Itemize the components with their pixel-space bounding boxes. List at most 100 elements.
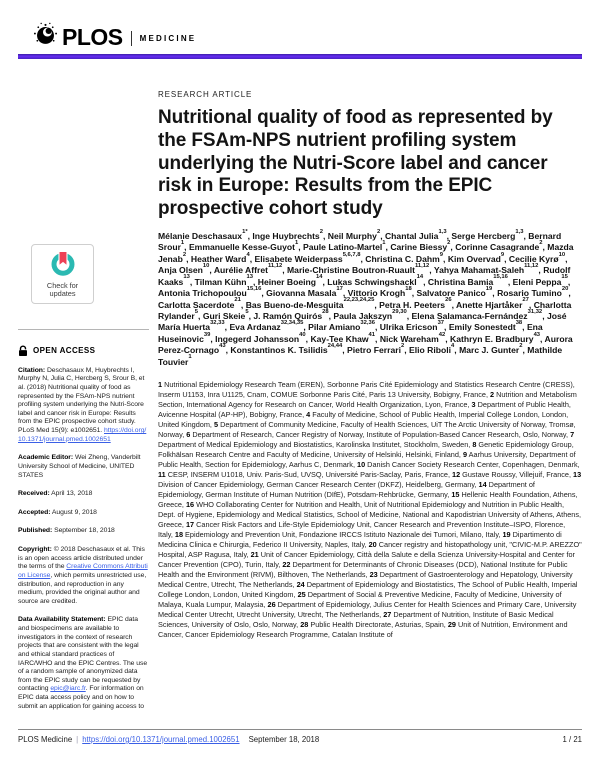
author-name: Emmanuelle Kesse-Guyot1 (188, 240, 299, 253)
academic-editor-block: Academic Editor: Wei Zheng, Vanderbilt U… (18, 454, 149, 480)
epic-email-link[interactable]: epic@iarc.fr (50, 685, 86, 693)
open-lock-icon (19, 345, 27, 356)
received-block: Received: April 13, 2018 (18, 490, 149, 499)
plos-logo-text: PLOS (62, 23, 123, 50)
author-name: Aurora Perez-Cornago43 (158, 333, 573, 356)
author-name: Yahya Mahamat-Saleh11,12 (433, 263, 539, 276)
author-name: Giovanna Masala17 (266, 285, 343, 299)
data-availability-text-post: . For information on EPIC data access po… (18, 685, 144, 710)
affiliation-number: 29 (447, 619, 456, 629)
author-name: Neil Murphy2 (327, 228, 381, 241)
affiliation-number: 13 (573, 469, 582, 479)
author-name: Pilar Amiano32,36 (308, 320, 375, 333)
author-name: Heiner Boeing14 (257, 274, 323, 287)
journal-name: MEDICINE (139, 34, 197, 43)
affiliation-number: 24 (296, 579, 305, 589)
check-for-updates-button[interactable]: Check for updates (31, 244, 94, 304)
crossmark-badge-wrap: Check for updates (31, 244, 149, 304)
footer-doi-link[interactable]: https://doi.org/10.1371/journal.pmed.100… (82, 735, 240, 744)
author-name: Inge Huybrechts2 (252, 228, 323, 241)
received-date: April 13, 2018 (51, 490, 93, 498)
author-name: Elio Riboli4 (409, 343, 455, 356)
sidebar-divider (18, 328, 149, 330)
left-sidebar: Check for updates OPEN ACCESS Citation: … (18, 88, 149, 711)
footer-left: PLOS Medicine | https://doi.org/10.1371/jo… (18, 735, 319, 744)
affiliation-number: 27 (383, 609, 392, 619)
author-name: Paula Jakszyn29,30 (333, 308, 407, 321)
accepted-label: Accepted: (18, 508, 51, 516)
author-name: Ingegerd Johansson40 (215, 331, 306, 344)
crossmark-icon (51, 250, 74, 276)
author-name: Chantal Julia1,3 (384, 228, 447, 241)
data-availability-text-pre: EPIC data and biospecimens are available… (18, 616, 148, 693)
footer-divider (18, 729, 582, 730)
author-name: Bernard Srour1 (158, 230, 562, 253)
author-name: Kim Overvad9 (447, 251, 505, 264)
footer-pipe: | (76, 735, 79, 744)
copyright-text-post: , which permits unrestricted use, distri… (18, 571, 147, 605)
author-name: Cecilie Kyrø10 (508, 251, 566, 264)
author-name: Elisabete Weiderpass5,6,7,8 (254, 251, 361, 264)
author-name: Eva Ardanaz32,34,35 (229, 320, 304, 333)
affiliation-number: 20 (368, 539, 377, 549)
main-column: RESEARCH ARTICLE Nutritional quality of … (158, 88, 582, 640)
academic-editor-text: Wei Zheng, Vanderbilt University School … (18, 454, 141, 479)
author-name: Kay-Tee Khaw41 (310, 331, 376, 344)
plos-logo-icon (33, 22, 58, 52)
author-name: J. Ramón Quirós28 (253, 308, 329, 321)
article-type-kicker: RESEARCH ARTICLE (158, 90, 253, 99)
author-name: Mélanie Deschasaux1* (158, 228, 248, 241)
affiliation-number: 21 (250, 549, 259, 559)
affiliation-number: 22 (282, 559, 291, 569)
journal-logo: PLOS MEDICINE (33, 22, 196, 52)
affiliation-number: 1 (158, 380, 163, 390)
author-name: Guri Skeie5 (202, 308, 249, 321)
content-columns: Check for updates OPEN ACCESS Citation: … (18, 88, 582, 711)
page-footer: PLOS Medicine | https://doi.org/10.1371/jo… (18, 735, 582, 744)
author-name: Carlotta Sacerdote21 (158, 297, 241, 310)
affiliation-number: 2 (490, 390, 495, 400)
check-for-updates-label: Check for updates (46, 280, 79, 299)
author-name: Serge Hercberg1,3 (451, 228, 524, 241)
published-date: September 18, 2018 (54, 527, 115, 535)
author-name: Tilman Kühn13 (194, 274, 253, 287)
data-availability-block: Data Availability Statement: EPIC data a… (18, 616, 149, 711)
author-name: Vittorio Krogh18 (347, 285, 412, 299)
footer-journal-name: PLOS Medicine (18, 735, 73, 744)
affiliation-number: 16 (185, 499, 195, 509)
affiliation-number: 5 (213, 419, 219, 429)
author-name: Rosario Tumino20 (497, 285, 569, 299)
accepted-block: Accepted: August 9, 2018 (18, 509, 149, 518)
affiliation-number: 28 (300, 619, 309, 629)
author-name: Antonia Trichopoulou15,16 (158, 285, 262, 299)
published-block: Published: September 18, 2018 (18, 527, 149, 536)
author-name: Lukas Schwingshackl14 (327, 274, 424, 287)
affiliation-number: 18 (174, 529, 184, 539)
author-name: Mathilde Touvier1 (158, 345, 563, 367)
author-name: Bas Bueno-de-Mesquita22,23,24,25 (245, 297, 375, 310)
logo-divider (130, 30, 132, 46)
citation-block: Citation: Deschasaux M, Huybrechts I, Mu… (18, 367, 149, 445)
affiliation-number: 23 (369, 569, 378, 579)
accepted-date: August 9, 2018 (51, 508, 97, 516)
affiliation-number: 14 (478, 479, 487, 489)
citation-label: Citation: (18, 366, 46, 374)
affiliation-number: 6 (186, 429, 191, 439)
open-access-label: OPEN ACCESS (33, 345, 96, 355)
author-name: José María Huerta32,33 (158, 310, 567, 333)
author-name: Christina Bamia15,16 (427, 274, 508, 287)
affiliation-number: 25 (297, 589, 306, 599)
author-name: Charlotta Rylander5 (158, 299, 572, 321)
author-name: Elena Salamanca-Fernández31,32 (411, 308, 543, 321)
author-name: Nick Wareham42 (379, 331, 446, 344)
author-name: Emily Sonestedt38 (448, 320, 523, 333)
cc-license-link[interactable]: Creative Commons Attribution License (18, 563, 148, 579)
author-name: Anja Olsen10 (158, 263, 210, 276)
academic-editor-label: Academic Editor: (18, 454, 74, 462)
open-access-row: OPEN ACCESS (18, 345, 149, 357)
affiliation-number: 4 (306, 410, 311, 419)
citation-doi-link[interactable]: https://doi.org/10.1371/journal.pmed.100… (18, 427, 147, 443)
affiliation-number: 11 (158, 469, 166, 479)
author-name: Marc J. Gunter2 (459, 343, 523, 356)
